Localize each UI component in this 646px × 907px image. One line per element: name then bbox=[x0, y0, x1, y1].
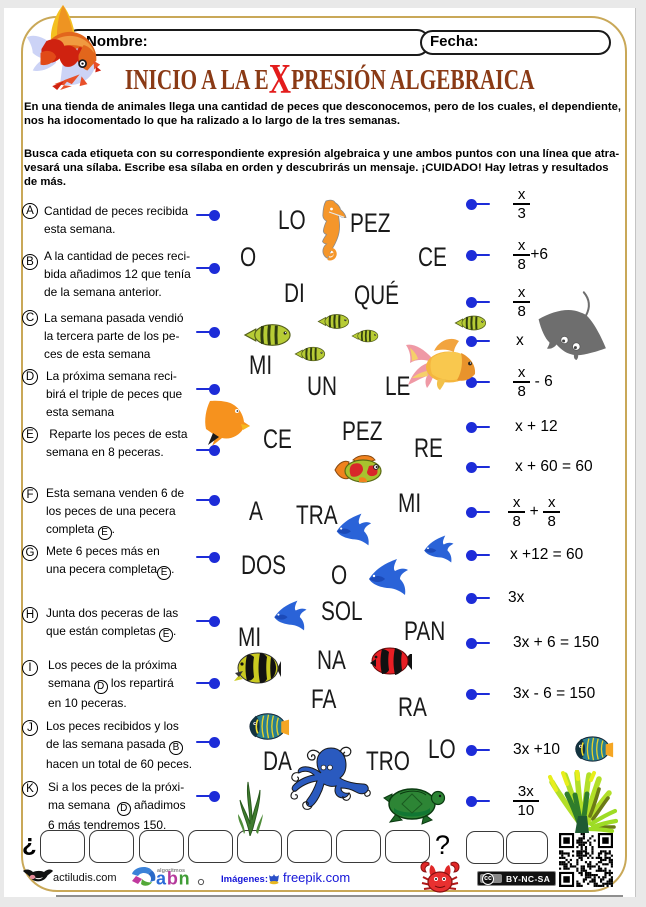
svg-text:abn: abn bbox=[156, 869, 190, 888]
svg-text:algoritmos: algoritmos bbox=[157, 868, 185, 874]
